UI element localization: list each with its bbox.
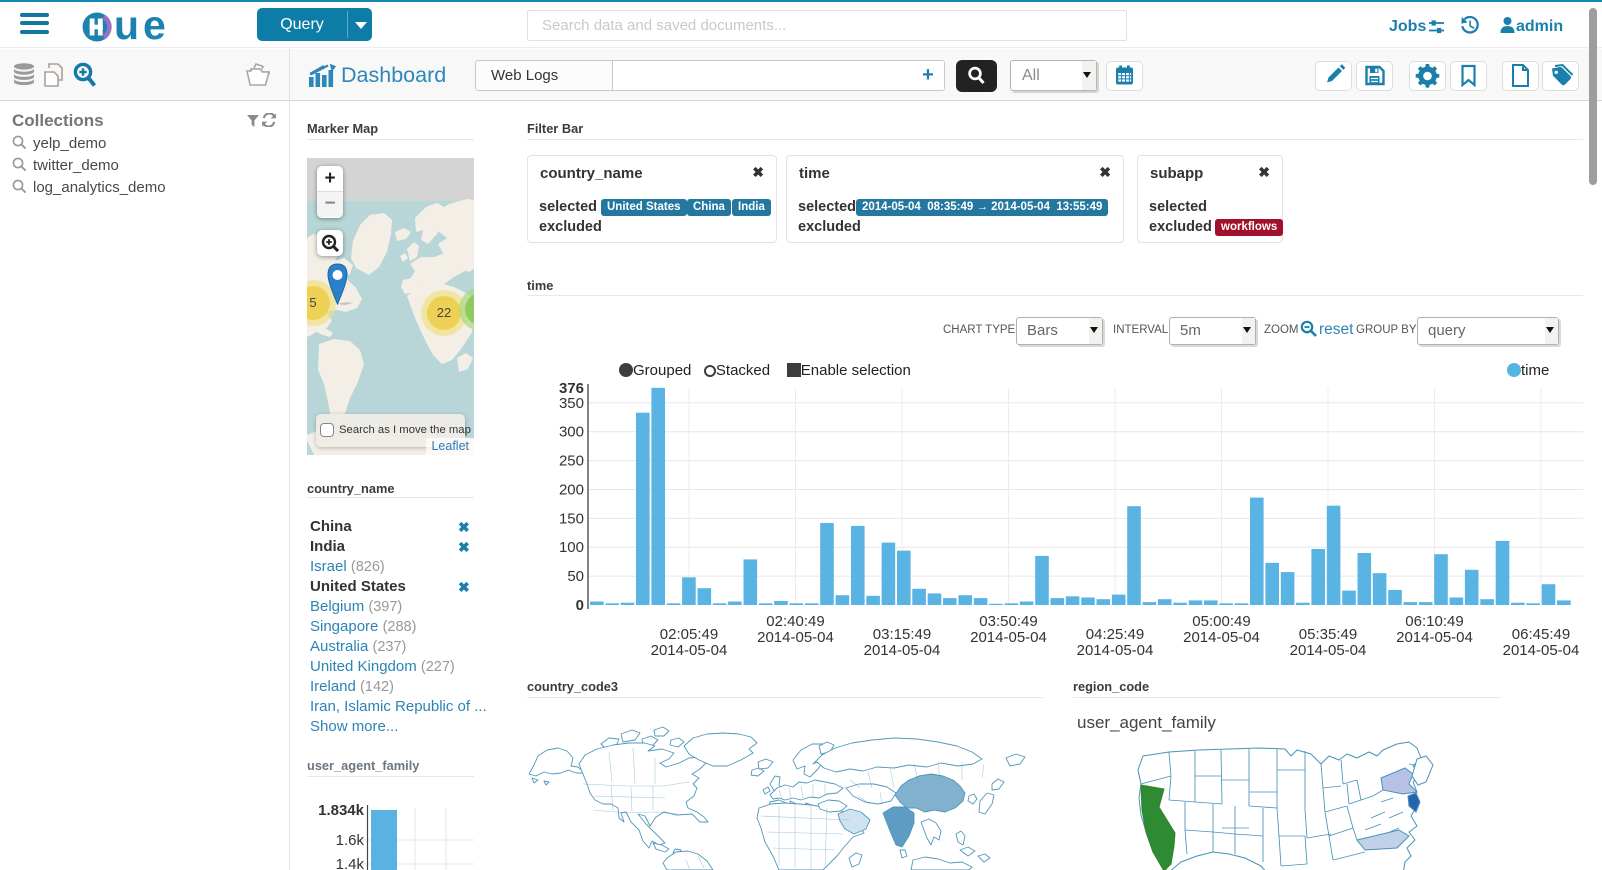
svg-text:05:35:49: 05:35:49 [1299, 626, 1357, 643]
svg-text:300: 300 [559, 424, 584, 441]
svg-text:200: 200 [559, 482, 584, 499]
svg-text:50: 50 [567, 568, 584, 585]
svg-text:2014-05-04: 2014-05-04 [1077, 642, 1154, 659]
svg-text:2014-05-04: 2014-05-04 [1396, 629, 1473, 646]
svg-text:350: 350 [559, 395, 584, 412]
svg-text:03:15:49: 03:15:49 [873, 626, 931, 643]
svg-text:05:00:49: 05:00:49 [1192, 613, 1250, 630]
svg-text:2014-05-04: 2014-05-04 [1290, 642, 1367, 659]
svg-text:250: 250 [559, 453, 584, 470]
svg-text:1.834k: 1.834k [318, 802, 365, 819]
svg-text:1.4k: 1.4k [336, 856, 365, 870]
svg-text:100: 100 [559, 539, 584, 556]
svg-text:2014-05-04: 2014-05-04 [651, 642, 728, 659]
svg-text:06:45:49: 06:45:49 [1512, 626, 1570, 643]
svg-text:2014-05-04: 2014-05-04 [864, 642, 941, 659]
svg-text:ue: ue [114, 9, 170, 43]
svg-text:0: 0 [576, 597, 584, 614]
svg-text:02:05:49: 02:05:49 [660, 626, 718, 643]
svg-text:2014-05-04: 2014-05-04 [757, 629, 834, 646]
svg-text:2014-05-04: 2014-05-04 [1183, 629, 1260, 646]
svg-text:1.6k: 1.6k [336, 832, 365, 849]
svg-text:04:25:49: 04:25:49 [1086, 626, 1144, 643]
svg-text:150: 150 [559, 510, 584, 527]
svg-text:376: 376 [559, 380, 584, 397]
svg-text:06:10:49: 06:10:49 [1405, 613, 1463, 630]
svg-text:02:40:49: 02:40:49 [766, 613, 824, 630]
svg-text:03:50:49: 03:50:49 [979, 613, 1037, 630]
svg-text:2014-05-04: 2014-05-04 [1503, 642, 1580, 659]
svg-text:2014-05-04: 2014-05-04 [970, 629, 1047, 646]
